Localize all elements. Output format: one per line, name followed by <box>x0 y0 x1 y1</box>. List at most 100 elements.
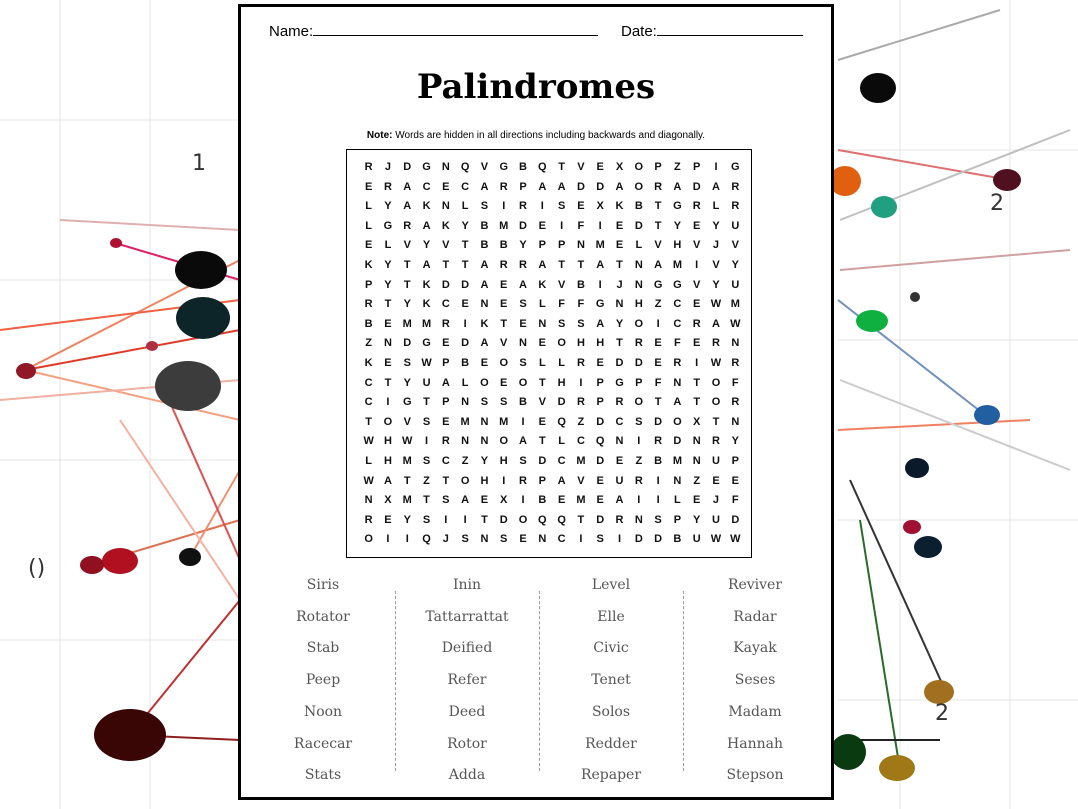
grid-letter[interactable]: G <box>673 200 682 213</box>
grid-letter[interactable]: E <box>615 219 624 232</box>
grid-letter[interactable]: S <box>500 533 508 546</box>
grid-letter[interactable]: R <box>519 200 527 213</box>
grid-letter[interactable]: S <box>519 357 527 369</box>
grid-letter[interactable]: K <box>538 278 547 291</box>
grid-letter[interactable]: P <box>519 180 527 193</box>
grid-letter[interactable]: I <box>405 533 409 546</box>
grid-letter[interactable]: O <box>364 533 373 546</box>
grid-letter[interactable]: N <box>615 298 624 311</box>
grid-letter[interactable]: Z <box>693 474 701 487</box>
grid-letter[interactable]: Y <box>384 200 392 213</box>
grid-letter[interactable]: R <box>712 337 720 350</box>
grid-letter[interactable]: E <box>538 415 546 428</box>
grid-letter[interactable]: A <box>712 180 720 193</box>
grid-letter[interactable]: J <box>712 494 720 507</box>
grid-letter[interactable]: D <box>654 533 663 546</box>
grid-letter[interactable]: R <box>634 337 643 350</box>
grid-letter[interactable]: O <box>634 396 644 409</box>
grid-letter[interactable]: D <box>519 219 527 232</box>
grid-letter[interactable]: E <box>442 180 450 193</box>
grid-letter[interactable]: I <box>540 200 544 213</box>
grid-letter[interactable]: N <box>673 474 682 487</box>
grid-letter[interactable]: R <box>615 513 624 526</box>
grid-letter[interactable]: A <box>480 278 489 291</box>
grid-letter[interactable]: S <box>422 513 431 526</box>
grid-letter[interactable]: Z <box>654 298 662 311</box>
grid-letter[interactable]: N <box>538 533 547 546</box>
grid-letter[interactable]: X <box>500 494 508 507</box>
grid-letter[interactable]: M <box>402 455 412 467</box>
grid-letter[interactable]: V <box>577 474 585 487</box>
grid-letter[interactable]: L <box>365 200 373 213</box>
grid-letter[interactable]: N <box>383 337 392 350</box>
grid-letter[interactable]: C <box>364 396 373 409</box>
grid-letter[interactable]: F <box>577 219 585 232</box>
grid-letter[interactable]: B <box>480 239 489 252</box>
grid-letter[interactable]: A <box>403 200 412 213</box>
grid-letter[interactable]: E <box>596 161 604 173</box>
grid-letter[interactable]: G <box>653 278 663 291</box>
grid-letter[interactable]: H <box>383 435 392 448</box>
grid-letter[interactable]: R <box>441 317 450 330</box>
grid-letter[interactable]: U <box>731 278 740 291</box>
grid-letter[interactable]: D <box>403 161 412 173</box>
date-field[interactable]: Date: <box>621 23 803 40</box>
grid-letter[interactable]: T <box>712 415 720 428</box>
grid-letter[interactable]: N <box>538 317 547 330</box>
grid-letter[interactable]: Q <box>538 161 547 173</box>
grid-letter[interactable]: S <box>654 513 662 526</box>
grid-letter[interactable]: O <box>499 435 508 448</box>
grid-letter[interactable]: A <box>673 396 682 409</box>
grid-letter[interactable]: W <box>730 533 741 546</box>
grid-letter[interactable]: V <box>654 239 662 252</box>
grid-letter[interactable]: I <box>656 494 660 507</box>
grid-letter[interactable]: P <box>673 513 682 526</box>
grid-letter[interactable]: I <box>463 513 467 526</box>
grid-letter[interactable]: B <box>576 278 585 291</box>
grid-letter[interactable]: D <box>538 455 547 467</box>
grid-letter[interactable]: S <box>500 396 508 409</box>
grid-letter[interactable]: V <box>693 278 701 291</box>
grid-letter[interactable]: H <box>557 376 566 389</box>
grid-letter[interactable]: Q <box>595 435 605 448</box>
grid-letter[interactable]: O <box>711 396 721 409</box>
grid-letter[interactable]: A <box>557 180 566 193</box>
grid-letter[interactable]: T <box>654 396 662 409</box>
grid-letter[interactable]: K <box>480 317 489 330</box>
grid-letter[interactable]: L <box>558 435 565 448</box>
grid-letter[interactable]: F <box>674 337 681 350</box>
grid-letter[interactable]: L <box>461 200 469 213</box>
grid-letter[interactable]: N <box>634 513 643 526</box>
grid-letter[interactable]: I <box>560 219 564 232</box>
grid-letter[interactable]: I <box>425 435 429 448</box>
grid-letter[interactable]: M <box>576 455 586 467</box>
grid-letter[interactable]: O <box>557 337 566 350</box>
grid-letter[interactable]: N <box>364 494 373 507</box>
grid-letter[interactable]: U <box>712 513 720 526</box>
grid-letter[interactable]: O <box>673 415 682 428</box>
grid-letter[interactable]: R <box>615 396 624 409</box>
grid-letter[interactable]: X <box>615 161 624 173</box>
grid-letter[interactable]: I <box>598 278 602 291</box>
grid-letter[interactable]: L <box>365 455 373 467</box>
grid-letter[interactable]: R <box>692 317 701 330</box>
grid-letter[interactable]: W <box>363 474 374 487</box>
grid-letter[interactable]: U <box>615 474 624 487</box>
grid-letter[interactable]: H <box>634 298 643 311</box>
grid-letter[interactable]: A <box>519 435 527 448</box>
grid-letter[interactable]: P <box>557 239 566 252</box>
grid-letter[interactable]: T <box>558 161 565 173</box>
grid-letter[interactable]: P <box>654 161 662 173</box>
grid-letter[interactable]: I <box>656 317 660 330</box>
grid-letter[interactable]: T <box>423 494 430 507</box>
grid-letter[interactable]: F <box>577 298 585 311</box>
grid-letter[interactable]: E <box>615 455 624 467</box>
grid-letter[interactable]: T <box>403 474 411 487</box>
grid-letter[interactable]: S <box>480 200 489 213</box>
grid-letter[interactable]: G <box>383 219 393 232</box>
grid-letter[interactable]: E <box>557 494 566 507</box>
grid-letter[interactable]: E <box>596 357 604 369</box>
grid-letter[interactable]: P <box>731 455 739 467</box>
grid-letter[interactable]: O <box>518 376 528 389</box>
grid-letter[interactable]: N <box>441 200 450 213</box>
